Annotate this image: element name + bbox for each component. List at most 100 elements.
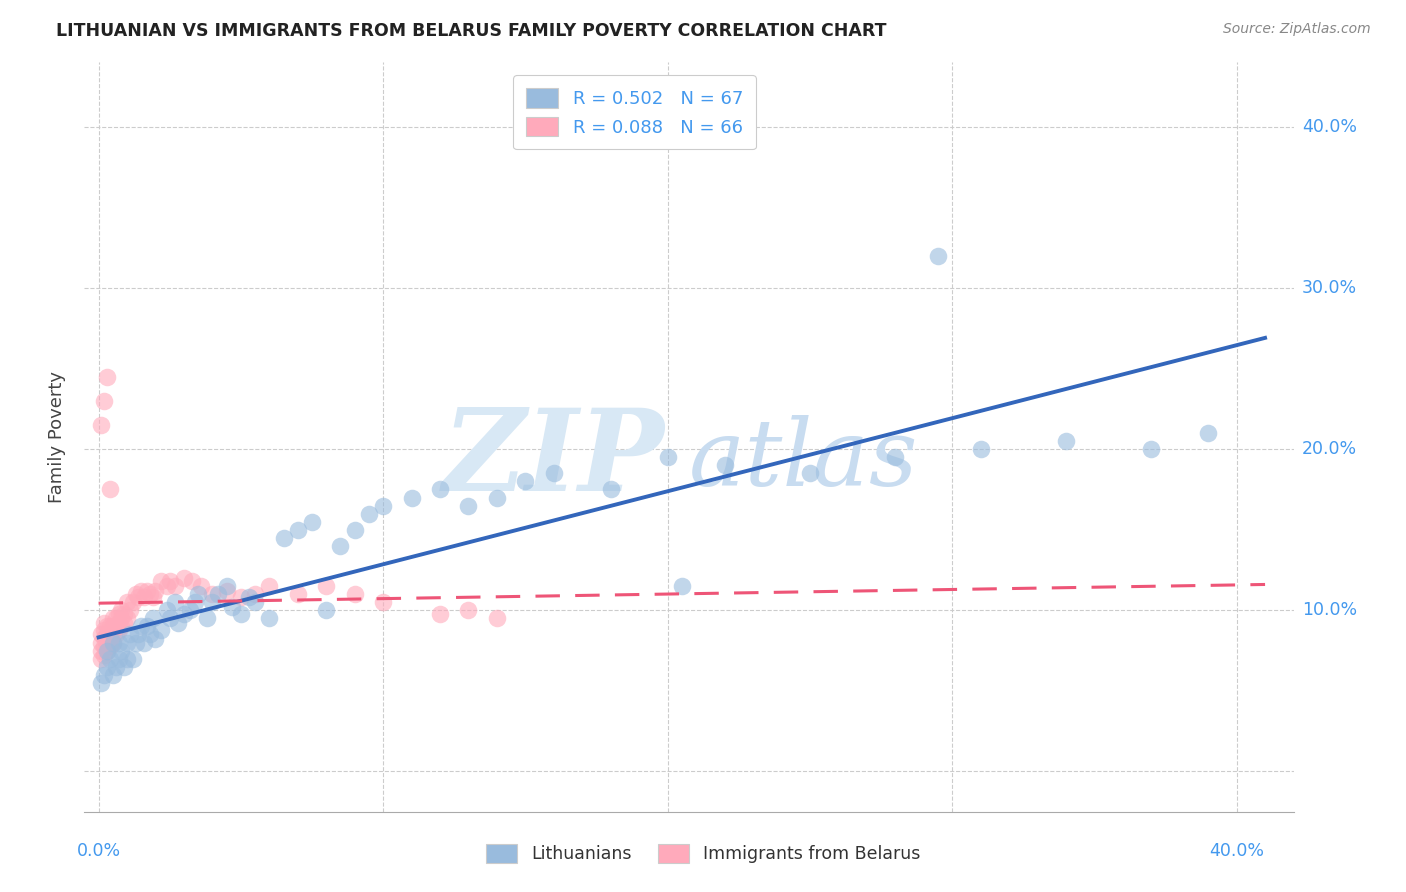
Text: 10.0%: 10.0% (1302, 601, 1357, 619)
Point (657, 450, 679, 465)
Point (93, 616, 115, 631)
Point (90, 635, 112, 649)
Point (457, 499, 479, 513)
Point (259, 611, 281, 625)
Point (165, 595, 187, 609)
Point (371, 595, 394, 609)
Point (343, 587, 366, 601)
Point (96, 627, 118, 641)
Point (98, 631, 121, 645)
Point (93, 648, 115, 663)
Point (150, 574, 173, 589)
Point (142, 611, 165, 625)
Point (713, 458, 735, 473)
Point (101, 611, 124, 625)
Point (107, 623, 129, 637)
Point (599, 483, 621, 497)
Point (969, 442, 991, 457)
Point (96, 635, 118, 649)
Point (96, 369, 118, 384)
Point (315, 579, 337, 593)
Point (195, 611, 218, 625)
Point (142, 591, 165, 605)
Legend: R = 0.502   N = 67, R = 0.088   N = 66: R = 0.502 N = 67, R = 0.088 N = 66 (513, 75, 756, 149)
Point (201, 587, 224, 601)
Point (343, 523, 366, 537)
Point (201, 595, 224, 609)
Point (115, 651, 138, 665)
Text: 20.0%: 20.0% (1302, 440, 1357, 458)
Point (1054, 434, 1077, 449)
Point (127, 591, 149, 605)
Point (215, 579, 238, 593)
Point (129, 584, 152, 599)
Point (229, 607, 252, 621)
Text: ZIP: ZIP (443, 404, 665, 515)
Point (115, 611, 138, 625)
Point (110, 643, 132, 657)
Point (90, 627, 112, 641)
Point (115, 635, 138, 649)
Point (96, 643, 118, 657)
Point (515, 475, 537, 489)
Point (1140, 442, 1163, 457)
Point (181, 574, 204, 589)
Point (96, 659, 118, 673)
Point (124, 587, 146, 601)
Point (112, 659, 135, 673)
Point (329, 539, 352, 553)
Point (429, 483, 451, 497)
Point (129, 619, 152, 633)
Point (243, 587, 266, 601)
Point (136, 619, 159, 633)
Point (165, 579, 187, 593)
Point (104, 611, 127, 625)
Point (1197, 425, 1219, 440)
Point (93, 631, 115, 645)
Point (98, 639, 121, 653)
Point (93, 393, 115, 408)
Point (145, 632, 167, 647)
Point (93, 623, 115, 637)
Point (110, 619, 132, 633)
Point (371, 499, 394, 513)
Point (139, 587, 162, 601)
Point (259, 579, 281, 593)
Point (104, 627, 127, 641)
Point (107, 651, 129, 665)
Point (127, 627, 149, 641)
Point (184, 595, 207, 609)
Point (139, 627, 162, 641)
Point (159, 574, 181, 589)
Point (118, 603, 141, 617)
Point (457, 603, 479, 617)
Point (101, 627, 124, 641)
Point (207, 587, 229, 601)
Point (101, 635, 124, 649)
Point (145, 584, 167, 599)
Point (110, 603, 132, 617)
Point (121, 651, 143, 665)
Point (112, 616, 135, 631)
Point (159, 611, 181, 625)
Text: 40.0%: 40.0% (1209, 842, 1264, 860)
Point (179, 603, 201, 617)
Point (110, 611, 132, 625)
Legend: Lithuanians, Immigrants from Belarus: Lithuanians, Immigrants from Belarus (479, 837, 927, 870)
Point (93, 639, 115, 653)
Point (107, 635, 129, 649)
Text: 0.0%: 0.0% (76, 842, 121, 860)
Point (112, 607, 135, 621)
Point (315, 603, 337, 617)
Point (485, 611, 508, 625)
Point (485, 491, 508, 505)
Point (401, 491, 423, 505)
Point (287, 587, 309, 601)
Point (107, 607, 129, 621)
Point (115, 595, 138, 609)
Point (173, 571, 195, 585)
Point (927, 249, 949, 263)
Point (132, 591, 155, 605)
Text: atlas: atlas (689, 415, 918, 505)
Point (98, 483, 121, 497)
